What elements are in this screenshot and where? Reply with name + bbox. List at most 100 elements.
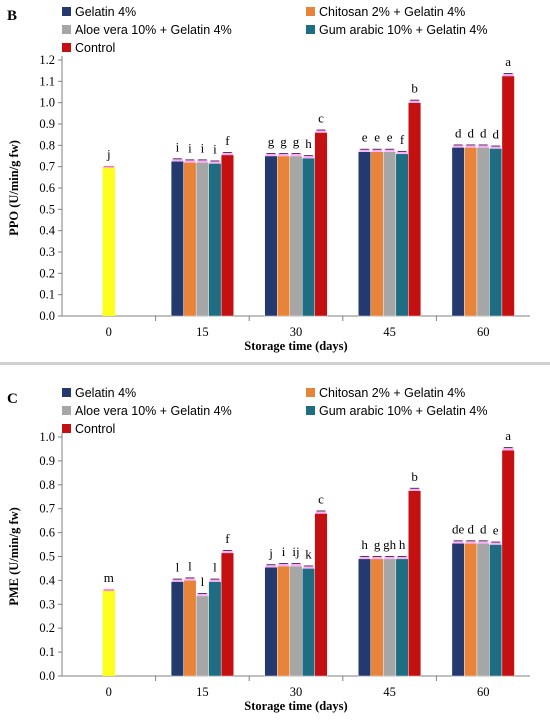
error-bar [384,555,395,559]
x-tick-label: 45 [383,325,396,339]
y-tick-label: 1.2 [39,53,55,67]
legend-item: Control [62,41,115,55]
bar [195,595,209,677]
x-axis-title: Storage time (days) [244,699,347,713]
legend-item: Aloe vera 10% + Gelatin 4% [62,404,232,418]
error-bar [209,160,221,164]
chart-panel-b: B Gelatin 4% Chitosan 2% + Gelatin 4% Aloe … [0,0,550,362]
significance-letter: i [213,141,217,156]
error-bar [371,555,383,559]
x-tick-label: 60 [477,325,490,339]
ppo-bar-chart: B Gelatin 4% Chitosan 2% + Gelatin 4% Aloe … [7,5,530,353]
bar [220,154,234,317]
y-tick-label: 0.0 [39,669,55,683]
bar [476,147,490,317]
y-axis-title: PPO (U/min/g fw) [7,140,21,236]
error-bar [172,578,183,582]
significance-letter: l [188,558,192,573]
significance-letter: l [176,560,180,575]
error-bar [502,73,514,76]
error-bar [490,145,501,149]
bar [302,157,315,317]
legend-swatch [306,388,315,397]
significance-letter: i [201,140,205,155]
bar [370,151,384,317]
legend-label: Gelatin 4% [75,5,136,19]
significance-letter: e [493,523,499,538]
significance-letter: d [455,125,462,140]
y-axis-title: PME (U/min/g fw) [7,507,21,606]
x-tick-label: 0 [106,685,112,699]
y-tick-label: 1.0 [39,96,55,110]
bar [314,513,328,677]
bar [264,567,278,677]
bar [358,558,372,677]
y-tick-label: 0.7 [39,160,55,174]
error-bar [384,148,395,152]
x-tick-label: 30 [290,325,303,339]
legend-item: Control [62,422,115,436]
legend-label: Chitosan 2% + Gelatin 4% [319,5,465,19]
significance-letter: a [505,428,511,443]
error-bar [265,153,277,156]
bar [277,155,290,317]
significance-letter: d [480,125,487,140]
x-tick-label: 60 [477,685,490,699]
significance-letter: b [411,81,418,96]
y-tick-label: 0.3 [39,597,55,611]
legend-item: Aloe vera 10% + Gelatin 4% [62,23,232,37]
significance-letter: m [104,570,114,585]
error-bar [409,487,420,491]
legend-swatch [62,406,71,415]
significance-letter: i [188,140,192,155]
bar-day0 [102,589,116,676]
legend-item: Gum arabic 10% + Gelatin 4% [306,404,488,418]
legend-label: Aloe vera 10% + Gelatin 4% [75,23,232,37]
panel-divider [0,362,550,365]
bar [277,565,290,677]
y-tick-label: 0.8 [39,478,55,492]
legend-item: Gelatin 4% [62,5,136,19]
bar [501,449,515,677]
error-bar [465,144,476,148]
y-tick-label: 0.6 [39,181,55,195]
legend-item: Chitosan 2% + Gelatin 4% [306,5,465,19]
significance-letter: g [268,134,275,149]
x-tick-label: 15 [196,685,209,699]
legend-label: Aloe vera 10% + Gelatin 4% [75,404,232,418]
significance-letter: b [411,469,418,484]
error-bar [303,155,314,159]
legend-swatch [62,43,71,52]
significance-letter: e [362,130,368,145]
significance-letter: f [225,133,230,148]
bar [220,552,234,677]
significance-letter: ij [292,544,299,559]
bar [195,162,209,317]
bar [264,155,278,317]
panel-letter: B [7,8,17,24]
significance-letter: d [480,521,487,536]
bar [170,161,184,317]
error-bar [452,144,464,148]
error-bar [303,565,314,569]
significance-letter: c [318,111,324,126]
legend-swatch [62,424,71,433]
error-bar [315,510,327,514]
bar [408,490,422,677]
y-tick-label: 0.5 [39,202,55,216]
x-tick-label: 0 [106,325,112,339]
error-bar [409,99,420,103]
significance-letter: f [225,531,230,546]
legend-label: Chitosan 2% + Gelatin 4% [319,386,465,400]
panel-letter: C [7,391,18,407]
bar [183,580,197,677]
bar [489,148,503,317]
error-bar [359,555,370,559]
chart-panel-c: C Gelatin 4% Chitosan 2% + Gelatin 4% Aloe … [0,365,550,727]
significance-letter: h [399,537,406,552]
significance-letter: g [280,134,287,149]
significance-letter: d [467,521,474,536]
legend-item: Chitosan 2% + Gelatin 4% [306,386,465,400]
legend-label: Gum arabic 10% + Gelatin 4% [319,404,488,418]
legend-label: Control [75,41,115,55]
